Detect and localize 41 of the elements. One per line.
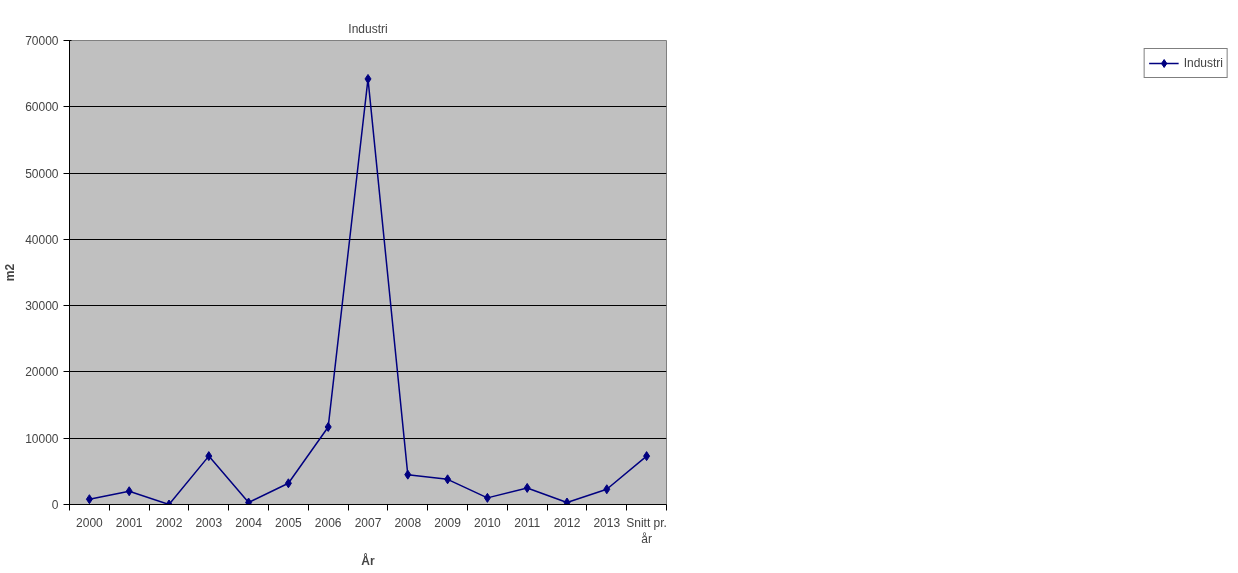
y-tick-label: 0	[51, 498, 59, 512]
point	[205, 451, 213, 462]
x-tick-label: 2009	[434, 515, 462, 530]
y-tick-label: 50000	[25, 166, 59, 181]
point	[523, 482, 531, 493]
point	[85, 494, 93, 505]
x-axis-title: År	[361, 553, 375, 569]
point	[444, 474, 452, 485]
point	[563, 497, 571, 505]
point	[324, 421, 332, 432]
point	[245, 497, 253, 505]
x-tick-label: Snitt pr. år	[626, 515, 667, 547]
x-tick-label: 2003	[195, 515, 223, 530]
chart-title: Industri	[348, 21, 388, 36]
x-tick-label: 2010	[474, 515, 502, 530]
y-tick-label: 70000	[25, 34, 59, 48]
x-tick-label: 2005	[275, 515, 303, 530]
point	[404, 469, 412, 480]
x-tick-label: 2002	[155, 515, 183, 530]
point	[483, 492, 491, 503]
x-tick-label: 2006	[314, 515, 342, 530]
point	[643, 451, 651, 462]
point	[603, 484, 611, 495]
y-tick-label: 30000	[25, 299, 59, 314]
x-tick-label: 2000	[76, 515, 104, 530]
legend-label: Industri	[1183, 56, 1223, 70]
y-tick-label: 10000	[25, 431, 59, 446]
y-tick-label: 40000	[25, 232, 59, 247]
x-tick-label: 2011	[514, 515, 541, 530]
y-tick-label: 60000	[25, 100, 59, 115]
point	[125, 486, 133, 497]
x-tick-label: 2001	[115, 515, 143, 530]
x-tick-label: 2013	[593, 515, 621, 530]
y-tick-label: 20000	[25, 365, 59, 380]
point	[364, 73, 372, 84]
x-tick-label: 2008	[394, 515, 422, 530]
point	[284, 478, 292, 489]
y-axis-title: m2	[3, 263, 18, 282]
x-tick-label: 2007	[354, 515, 382, 530]
x-tick-label: 2004	[235, 515, 263, 530]
x-tick-label: 2012	[553, 515, 581, 530]
